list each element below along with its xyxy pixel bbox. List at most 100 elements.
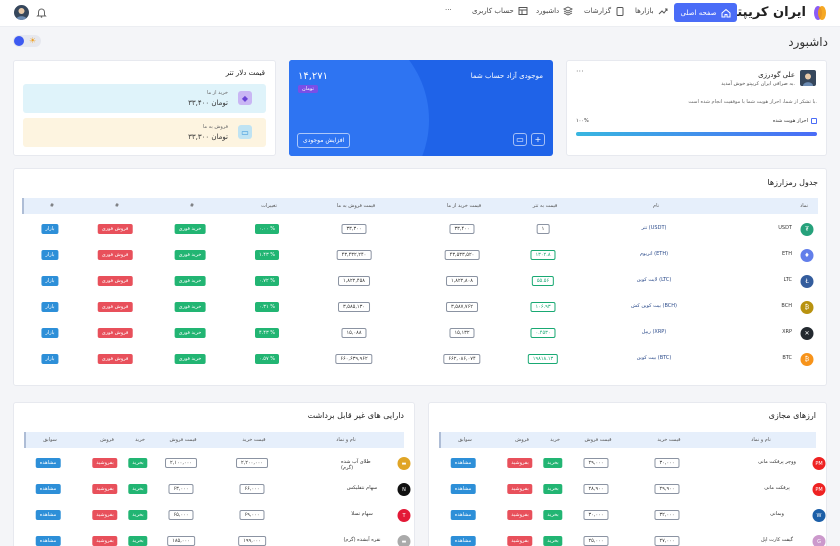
- nav-home-button[interactable]: صفحه اصلی: [674, 3, 737, 22]
- asset-icon: ▬: [397, 457, 411, 470]
- market-button[interactable]: بازار: [41, 354, 59, 364]
- page-title: داشبورد: [788, 35, 828, 49]
- coin-name: لایت کوین (LTC): [636, 277, 672, 283]
- coin-name: اتریوم (ETH): [639, 251, 669, 257]
- instant-buy-button[interactable]: خرید فوری: [174, 250, 206, 260]
- asset-icon: PM: [812, 483, 826, 496]
- table-row: ₿ BTC بیت کوین (BTC) ۱۹۸۱۸.۱۳ ۶۶۲,۰۸۶,۰۷۴ ۶۶۰…: [22, 347, 818, 373]
- coin-symbol: LTC: [783, 277, 792, 283]
- table-row: ₮ USDT تتر (USDT) ۱ ۳۳,۴۰۰ ۳۳,۳۰۰ ۰.۰۰ % خرید ف…: [22, 217, 818, 243]
- view-history-button[interactable]: مشاهده: [450, 458, 476, 468]
- buy-price: ۶۹,۰۰۰: [239, 510, 265, 520]
- user-avatar[interactable]: [14, 5, 29, 20]
- column-header: خرید: [135, 437, 145, 443]
- column-header: نام و نماد: [336, 437, 356, 443]
- asset-name: نقره آبشده (گرم): [343, 537, 381, 543]
- buy-button[interactable]: بخرید: [543, 536, 563, 546]
- plus-icon-button[interactable]: +: [531, 133, 545, 146]
- buy-price: ۳۰,۰۰۰: [654, 458, 680, 468]
- buy-button[interactable]: بخرید: [543, 510, 563, 520]
- nav-item-account[interactable]: حساب کاربری: [472, 6, 528, 16]
- asset-icon: W: [812, 509, 826, 522]
- view-history-button[interactable]: مشاهده: [35, 458, 61, 468]
- usdt-price: ۵۵.۵۶: [531, 276, 555, 286]
- view-history-button[interactable]: مشاهده: [450, 510, 476, 520]
- column-header: نماد: [799, 203, 809, 209]
- theme-toggle[interactable]: ☀: [13, 35, 41, 47]
- column-header: قیمت فروش: [584, 437, 612, 443]
- nav-item-dashboard[interactable]: داشبورد: [536, 6, 574, 16]
- usdt-price: ۱۳۰۲.۸: [530, 250, 556, 260]
- view-history-button[interactable]: مشاهده: [35, 484, 61, 494]
- change-badge: ۰.۵۷ %: [255, 354, 279, 364]
- increase-balance-button[interactable]: افزایش موجودی: [297, 133, 351, 148]
- usdt-price: ۱: [536, 224, 550, 234]
- instant-buy-button[interactable]: خرید فوری: [174, 224, 206, 234]
- instant-sell-button[interactable]: فروش فوری: [97, 250, 133, 260]
- sell-button[interactable]: بفروشید: [507, 484, 533, 494]
- sell-button[interactable]: بفروشید: [507, 510, 533, 520]
- view-history-button[interactable]: مشاهده: [450, 536, 476, 546]
- profile-menu-button[interactable]: ···: [576, 67, 584, 76]
- sell-button[interactable]: بفروشید: [92, 484, 118, 494]
- column-header: قیمت خرید از ما: [446, 203, 482, 209]
- view-history-button[interactable]: مشاهده: [450, 484, 476, 494]
- buy-button[interactable]: بخرید: [128, 484, 148, 494]
- market-button[interactable]: بازار: [41, 224, 59, 234]
- usdt-sell-value: ۳۳,۳۰۰ تومان: [188, 133, 228, 141]
- coin-icon: ₿: [800, 353, 814, 366]
- market-button[interactable]: بازار: [41, 328, 59, 338]
- view-history-button[interactable]: مشاهده: [35, 510, 61, 520]
- sell-price: ۲۵,۰۰۰: [583, 536, 609, 546]
- buy-price: ۲,۲۰۰,۰۰۰: [236, 458, 268, 468]
- sell-button[interactable]: بفروشید: [507, 536, 533, 546]
- instant-sell-button[interactable]: فروش فوری: [97, 328, 133, 338]
- instant-buy-button[interactable]: خرید فوری: [174, 354, 206, 364]
- balance-wave-decoration: [289, 60, 429, 156]
- nav-more-button[interactable]: ···: [445, 6, 452, 14]
- sell-button[interactable]: بفروشید: [507, 458, 533, 468]
- brand-name[interactable]: ایران کریپتو: [729, 5, 806, 20]
- table-row: ▬ نقره آبشده (گرم) ۱۹۹,۰۰۰ ۱۸۵,۰۰۰ بخرید بفرو…: [24, 529, 411, 546]
- instant-sell-button[interactable]: فروش فوری: [97, 276, 133, 286]
- tag-icon: ◆: [238, 91, 252, 105]
- card-icon-button[interactable]: ▭: [513, 133, 527, 146]
- balance-amount: ۱۴,۲۷۱: [298, 71, 329, 82]
- buy-button[interactable]: بخرید: [128, 536, 148, 546]
- market-button[interactable]: بازار: [41, 276, 59, 286]
- bell-icon[interactable]: [36, 7, 47, 18]
- column-header: فروش: [515, 437, 529, 443]
- nav-item-markets[interactable]: بازارها: [635, 6, 668, 16]
- change-badge: ۴.۴۳ %: [255, 328, 279, 338]
- sell-button[interactable]: بفروشید: [92, 458, 118, 468]
- buy-button[interactable]: بخرید: [543, 458, 563, 468]
- asset-name: پرفکت مانی: [764, 485, 790, 491]
- market-button[interactable]: بازار: [41, 302, 59, 312]
- brand-logo-icon[interactable]: [812, 5, 828, 21]
- sell-button[interactable]: بفروشید: [92, 536, 118, 546]
- verify-label: احراز هویت شده: [772, 118, 808, 124]
- buy-price: ۶۶,۰۰۰: [239, 484, 265, 494]
- crypto-table-card: جدول رمزارزها نماد نام قیمت به تتر قیمت خری…: [13, 168, 827, 386]
- column-header: سوابق: [458, 437, 472, 443]
- buy-button[interactable]: بخرید: [128, 458, 148, 468]
- instant-sell-button[interactable]: فروش فوری: [97, 354, 133, 364]
- market-button[interactable]: بازار: [41, 250, 59, 260]
- sell-price: ۱۸۵,۰۰۰: [167, 536, 195, 546]
- buy-button[interactable]: بخرید: [543, 484, 563, 494]
- instant-sell-button[interactable]: فروش فوری: [97, 224, 133, 234]
- instant-buy-button[interactable]: خرید فوری: [174, 302, 206, 312]
- nav-item-reports[interactable]: گزارشات: [584, 6, 625, 16]
- asset-icon: T: [397, 509, 411, 522]
- coin-icon: ₿: [800, 301, 814, 314]
- column-header: #: [189, 203, 195, 209]
- nav-account-label: حساب کاربری: [472, 7, 514, 15]
- instant-buy-button[interactable]: خرید فوری: [174, 276, 206, 286]
- instant-sell-button[interactable]: فروش فوری: [97, 302, 133, 312]
- profile-welcome: به صرافی ایران کریپتو خوش آمدید.: [721, 81, 795, 87]
- balance-unit-badge: تومان: [298, 85, 318, 93]
- instant-buy-button[interactable]: خرید فوری: [174, 328, 206, 338]
- view-history-button[interactable]: مشاهده: [35, 536, 61, 546]
- sell-button[interactable]: بفروشید: [92, 510, 118, 520]
- buy-button[interactable]: بخرید: [128, 510, 148, 520]
